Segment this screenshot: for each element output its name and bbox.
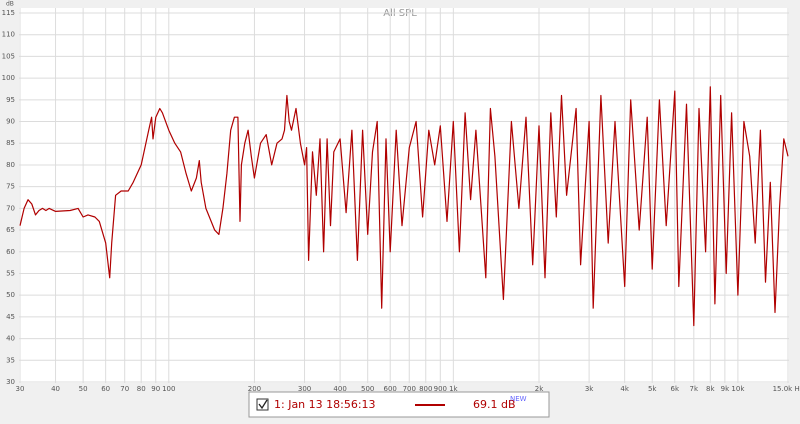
x-tick-label: 7k [690,385,699,393]
y-axis-label: dB [6,1,14,8]
x-tick-label: 700 [403,385,416,393]
y-tick-label: 85 [6,139,15,147]
y-tick-label: 65 [6,226,15,234]
x-tick-label: 2k [535,385,544,393]
legend-value: 69.1 dB [473,398,516,411]
y-tick-label: 50 [6,291,15,299]
x-tick-label: 90 [151,385,160,393]
y-tick-label: 55 [6,269,15,277]
x-tick-label: 800 [419,385,432,393]
y-tick-label: 35 [6,356,15,364]
x-tick-label: 900 [434,385,447,393]
x-tick-label: 400 [333,385,346,393]
grid [19,8,789,383]
x-tick-label: 50 [79,385,88,393]
y-tick-label: 70 [6,204,15,212]
x-tick-label: 8k [706,385,715,393]
y-tick-label: 105 [2,52,15,60]
y-tick-label: 95 [6,96,15,104]
x-tick-label: 15.0k Hz [773,385,800,393]
y-tick-label: 100 [2,74,15,82]
legend-box [248,391,550,418]
legend-checkbox[interactable] [256,398,269,411]
y-tick-label: 115 [2,9,15,17]
y-tick-label: 45 [6,313,15,321]
plot [19,86,789,327]
y-tick-label: 90 [6,118,15,126]
y-tick-label: 80 [6,161,15,169]
x-tick-label: 80 [137,385,146,393]
spl-line [19,86,789,327]
x-tick-label: 6k [671,385,680,393]
plot-area [19,8,789,383]
x-tick-label: 4k [620,385,629,393]
x-tick-label: 9k [721,385,730,393]
y-tick-label: 60 [6,248,15,256]
x-tick-label: 600 [384,385,397,393]
x-tick-label: 60 [101,385,110,393]
y-tick-label: 40 [6,335,15,343]
x-tick-label: 70 [120,385,129,393]
y-tick-label: 30 [6,378,15,386]
x-tick-label: 500 [361,385,374,393]
x-tick-label: 200 [248,385,261,393]
check-mark [258,399,268,410]
x-tick-label: 40 [51,385,60,393]
x-tick-label: 10k [731,385,745,393]
x-tick-label: 5k [648,385,657,393]
x-tick-label: 1k [449,385,458,393]
x-tick-label: 3k [585,385,594,393]
legend-badge: NEW [510,395,527,403]
y-tick-label: 110 [2,31,15,39]
x-tick-label: 100 [162,385,175,393]
x-tick-label: 30 [16,385,25,393]
y-tick-label: 75 [6,183,15,191]
x-tick-label: 300 [298,385,311,393]
legend-entry: 1: Jan 13 18:56:13 [274,398,376,411]
